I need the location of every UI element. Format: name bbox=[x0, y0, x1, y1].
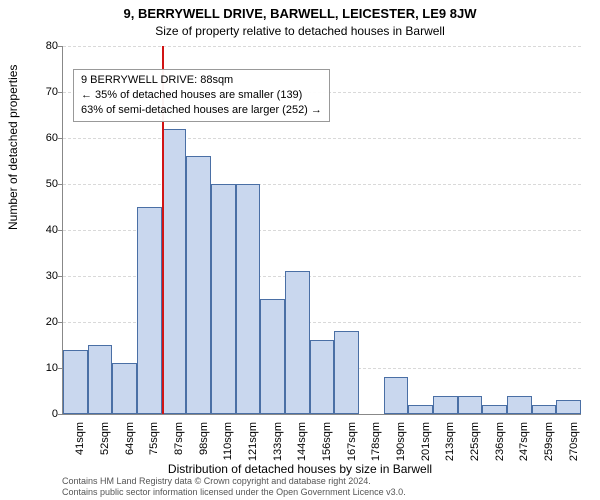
histogram-bar bbox=[482, 405, 507, 414]
chart-subtitle: Size of property relative to detached ho… bbox=[0, 24, 600, 38]
y-tick-mark bbox=[58, 46, 62, 47]
gridline bbox=[63, 184, 581, 185]
histogram-bar bbox=[532, 405, 557, 414]
histogram-bar bbox=[63, 350, 88, 414]
chart-container: 9, BERRYWELL DRIVE, BARWELL, LEICESTER, … bbox=[0, 0, 600, 500]
y-tick-mark bbox=[58, 138, 62, 139]
y-tick-mark bbox=[58, 92, 62, 93]
histogram-bar bbox=[433, 396, 458, 414]
y-tick-label: 30 bbox=[28, 270, 58, 282]
histogram-bar bbox=[507, 396, 532, 414]
histogram-bar bbox=[408, 405, 433, 414]
histogram-bar bbox=[384, 377, 409, 414]
histogram-bar bbox=[260, 299, 285, 414]
histogram-bar bbox=[236, 184, 261, 414]
chart-title: 9, BERRYWELL DRIVE, BARWELL, LEICESTER, … bbox=[0, 6, 600, 21]
histogram-bar bbox=[310, 340, 335, 414]
gridline bbox=[63, 46, 581, 47]
y-tick-label: 40 bbox=[28, 224, 58, 236]
y-tick-label: 50 bbox=[28, 178, 58, 190]
histogram-bar bbox=[162, 129, 187, 414]
y-tick-mark bbox=[58, 368, 62, 369]
y-tick-label: 10 bbox=[28, 362, 58, 374]
gridline bbox=[63, 138, 581, 139]
y-tick-label: 60 bbox=[28, 132, 58, 144]
x-axis-label: Distribution of detached houses by size … bbox=[0, 462, 600, 476]
y-tick-mark bbox=[58, 276, 62, 277]
y-tick-mark bbox=[58, 322, 62, 323]
footer-line2: Contains public sector information licen… bbox=[62, 487, 406, 498]
y-axis-label: Number of detached properties bbox=[6, 65, 20, 230]
footer-line1: Contains HM Land Registry data © Crown c… bbox=[62, 476, 406, 487]
histogram-bar bbox=[285, 271, 310, 414]
histogram-bar bbox=[112, 363, 137, 414]
annotation-line1: 9 BERRYWELL DRIVE: 88sqm bbox=[81, 73, 322, 88]
histogram-bar bbox=[211, 184, 236, 414]
plot-area: 9 BERRYWELL DRIVE: 88sqm← 35% of detache… bbox=[62, 46, 581, 415]
histogram-bar bbox=[556, 400, 581, 414]
y-tick-mark bbox=[58, 184, 62, 185]
histogram-bar bbox=[88, 345, 113, 414]
y-tick-label: 20 bbox=[28, 316, 58, 328]
histogram-bar bbox=[137, 207, 162, 414]
y-tick-label: 0 bbox=[28, 408, 58, 420]
y-tick-mark bbox=[58, 230, 62, 231]
annotation-box: 9 BERRYWELL DRIVE: 88sqm← 35% of detache… bbox=[73, 69, 330, 122]
footer: Contains HM Land Registry data © Crown c… bbox=[62, 476, 406, 498]
y-tick-mark bbox=[58, 414, 62, 415]
annotation-line2: ← 35% of detached houses are smaller (13… bbox=[81, 88, 322, 103]
y-tick-label: 70 bbox=[28, 86, 58, 98]
histogram-bar bbox=[458, 396, 483, 414]
histogram-bar bbox=[186, 156, 211, 414]
y-tick-label: 80 bbox=[28, 40, 58, 52]
annotation-line3: 63% of semi-detached houses are larger (… bbox=[81, 103, 322, 118]
histogram-bar bbox=[334, 331, 359, 414]
